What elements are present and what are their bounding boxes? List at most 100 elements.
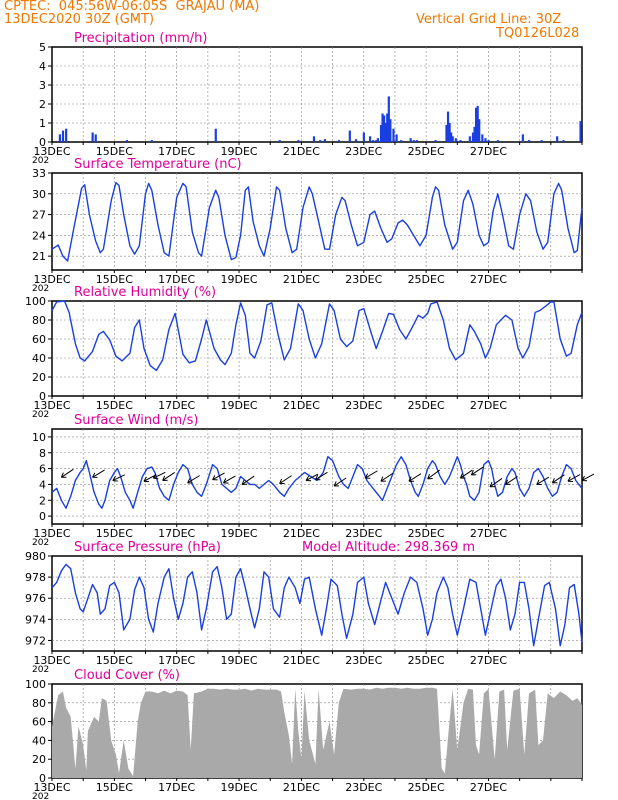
wind-arrowhead: [152, 473, 159, 480]
wind-arrowhead: [380, 476, 386, 482]
wind-arrow: [380, 472, 394, 482]
wind-arrow: [212, 472, 225, 481]
cloud-ytick-label: 0: [39, 772, 46, 785]
wind-plot-frame: [51, 428, 583, 525]
wind-xtick-label: 13DEC: [33, 527, 70, 540]
cloud-ytick-label: 20: [32, 753, 46, 766]
precip-bar: [392, 128, 395, 142]
precip-bar: [540, 140, 543, 142]
cloud-ytick-label: 100: [25, 678, 46, 691]
pressure-xtick-label: 21DEC: [283, 654, 320, 667]
wind-arrow: [61, 468, 74, 478]
precip-bar: [381, 113, 384, 142]
temperature-ytick-label: 30: [32, 188, 46, 201]
precip-bar: [454, 138, 457, 142]
wind-xtick-label: 19DEC: [221, 527, 258, 540]
precip-bar: [319, 140, 322, 142]
humidity-xtick-label: 25DEC: [408, 399, 445, 412]
precip-bar: [354, 139, 358, 142]
temperature-ytick-label: 24: [32, 229, 46, 242]
wind-arrowhead: [505, 479, 511, 485]
precip-ytick-label: 0: [39, 136, 46, 149]
precip-xtick-label: 13DEC: [33, 145, 70, 158]
wind-arrowhead: [536, 479, 542, 485]
wind-ytick-label: 2: [39, 494, 46, 507]
precip-bar: [451, 136, 454, 142]
temperature-xtick-label: 23DEC: [345, 273, 382, 286]
wind-arrowhead: [279, 478, 285, 485]
temperature-plot-frame: [51, 172, 583, 271]
wind-arrow: [187, 475, 200, 484]
precip-bar: [412, 140, 415, 142]
wind-arrow: [305, 473, 319, 481]
cloud-area: [52, 687, 582, 778]
precip-bar: [125, 140, 129, 142]
humidity-xtick-label: 27DEC: [470, 399, 507, 412]
precip-bar: [362, 132, 365, 142]
wind-arrow: [223, 475, 236, 484]
wind-arrow: [536, 476, 550, 485]
wind-arrowhead: [314, 474, 321, 481]
wind-arrow: [471, 466, 484, 476]
precip-bar: [278, 140, 281, 142]
precip-bar: [476, 105, 479, 142]
wind-arrowhead: [551, 478, 558, 484]
cloud-xtick-label: 13DEC: [33, 781, 70, 794]
header-location: CPTEC: 045:56W-06:05S GRAJAU (MA): [4, 0, 260, 14]
precip-bar: [375, 140, 378, 142]
precip-bar: [445, 124, 448, 142]
pressure-xtick-label: 27DEC: [470, 654, 507, 667]
humidity-xtick-label: 15DEC: [96, 399, 133, 412]
precip-bar: [496, 140, 500, 142]
precip-ytick-label: 1: [39, 117, 46, 130]
wind-ytick-label: 4: [39, 478, 46, 491]
precip-xtick-label: 17DEC: [158, 145, 195, 158]
pressure-xtick-label: 17DEC: [158, 654, 195, 667]
wind-arrowhead: [212, 475, 218, 481]
precip-bar: [387, 96, 390, 142]
humidity-ytick-label: 20: [32, 371, 46, 384]
wind-arrow: [408, 473, 422, 482]
wind-arrowhead: [305, 475, 312, 482]
cloud-xtick-label: 27DEC: [470, 781, 507, 794]
wind-arrowhead: [567, 476, 574, 482]
pressure-xtick-label: 23DEC: [345, 654, 382, 667]
wind-arrowhead: [459, 473, 466, 479]
wind-ytick-label: 0: [39, 510, 46, 523]
humidity-xtick-label: 21DEC: [283, 399, 320, 412]
wind-arrow: [92, 469, 105, 478]
temperature-xtick-label: 25DEC: [408, 273, 445, 286]
precip-bar: [58, 134, 61, 142]
precip-bar: [481, 134, 484, 142]
precip-bar: [395, 134, 398, 142]
pressure-annotation: Model Altitude: 298.369 m: [302, 540, 475, 555]
precip-xtick-label: 25DEC: [408, 145, 445, 158]
humidity-xtick-label: 19DEC: [221, 399, 258, 412]
pressure-ytick-label: 980: [25, 550, 46, 563]
precip-bar: [556, 136, 559, 142]
precip-bar: [61, 130, 65, 142]
humidity-year-sublabel: 202: [32, 410, 49, 420]
pressure-xtick-label: 19DEC: [221, 654, 258, 667]
wind-arrow: [567, 474, 581, 482]
cloud-ytick-label: 60: [32, 716, 46, 729]
precip-bar: [65, 128, 68, 142]
precip-xtick-label: 27DEC: [470, 145, 507, 158]
precip-bar: [446, 111, 450, 142]
precip-bar: [521, 134, 524, 142]
cloud-title: Cloud Cover (%): [74, 668, 180, 683]
precip-bar: [450, 132, 453, 142]
wind-arrowhead: [112, 475, 118, 482]
precip-bar: [448, 123, 451, 142]
precip-bar: [562, 140, 565, 142]
precip-bar: [386, 113, 389, 142]
precip-bar: [400, 140, 403, 142]
wind-xtick-label: 25DEC: [408, 527, 445, 540]
header-vertical-grid: Vertical Grid Line: 30Z: [416, 12, 562, 27]
humidity-ytick-label: 100: [25, 295, 46, 308]
humidity-xtick-label: 17DEC: [158, 399, 195, 412]
cloud-ytick-label: 80: [32, 697, 46, 710]
precip-bar: [579, 121, 582, 142]
precip-bar: [484, 138, 487, 142]
wind-arrowhead: [162, 475, 168, 481]
